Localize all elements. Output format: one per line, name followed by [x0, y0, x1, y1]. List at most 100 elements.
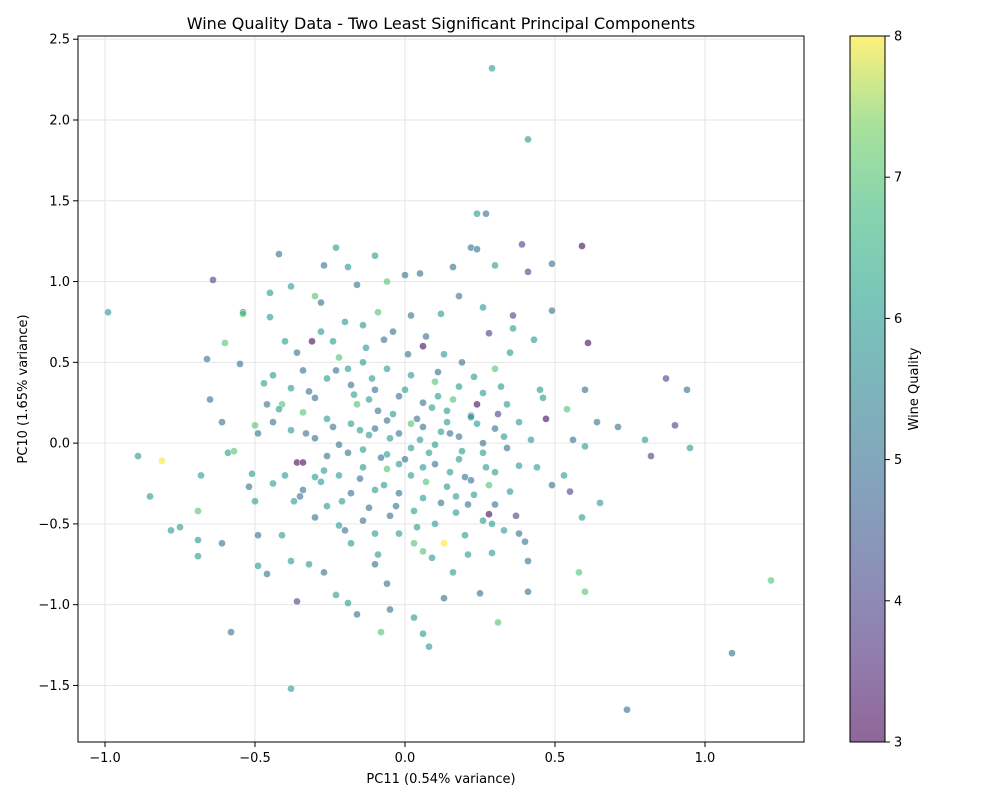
- data-point: [407, 311, 415, 320]
- data-point: [503, 444, 511, 452]
- data-point: [593, 418, 601, 426]
- data-point: [158, 457, 166, 465]
- colorbar-tick-label: 7: [894, 171, 902, 186]
- data-point: [596, 499, 604, 507]
- x-tick-label: −0.5: [239, 751, 271, 766]
- data-point: [323, 502, 331, 510]
- data-point: [728, 649, 736, 657]
- data-point: [419, 342, 427, 351]
- data-point: [335, 521, 343, 530]
- data-point: [407, 444, 415, 452]
- data-point: [320, 568, 328, 577]
- y-tick-label: 2.0: [49, 114, 70, 129]
- data-point: [269, 371, 277, 380]
- data-point: [287, 684, 295, 693]
- data-point: [515, 529, 523, 538]
- data-point: [203, 355, 211, 363]
- data-point: [389, 410, 397, 418]
- data-point: [290, 497, 298, 506]
- data-point: [194, 552, 202, 561]
- data-point: [419, 547, 427, 556]
- data-point: [461, 531, 469, 540]
- data-point: [299, 458, 307, 467]
- data-point: [401, 271, 409, 279]
- data-point: [515, 418, 523, 426]
- data-point: [485, 481, 493, 489]
- data-point: [239, 310, 247, 318]
- data-point: [419, 494, 427, 502]
- data-point: [269, 418, 277, 426]
- data-point: [194, 536, 202, 544]
- data-point: [446, 429, 454, 438]
- data-point: [299, 366, 307, 375]
- data-point: [479, 448, 487, 457]
- data-point: [485, 510, 493, 519]
- data-point: [230, 447, 238, 456]
- data-point: [641, 436, 649, 444]
- data-point: [485, 329, 493, 338]
- data-point: [254, 562, 262, 570]
- data-point: [311, 473, 319, 481]
- data-point: [683, 385, 691, 394]
- y-tick-label: 0.5: [49, 356, 70, 371]
- data-point: [401, 385, 409, 394]
- data-point: [461, 473, 469, 481]
- data-point: [449, 263, 457, 271]
- data-point: [581, 587, 589, 596]
- data-point: [395, 460, 403, 468]
- data-point: [134, 452, 142, 460]
- data-point: [305, 560, 313, 569]
- data-point: [362, 343, 370, 352]
- data-point: [341, 318, 349, 326]
- data-point: [248, 469, 256, 478]
- data-point: [452, 492, 460, 501]
- data-point: [407, 371, 415, 380]
- data-point: [548, 306, 556, 315]
- data-point: [302, 429, 310, 438]
- data-point: [671, 421, 679, 430]
- data-point: [500, 432, 508, 441]
- data-point: [443, 482, 451, 491]
- data-point: [221, 339, 229, 347]
- data-point: [419, 629, 427, 638]
- y-axis: −1.5 −1.0 −0.5 0.0 0.5 1.0 1.5 2.0 2.5: [38, 33, 78, 694]
- data-point: [542, 415, 550, 423]
- data-point: [269, 479, 277, 488]
- data-point: [470, 373, 478, 381]
- data-point: [374, 308, 382, 317]
- data-point: [443, 418, 451, 426]
- data-point: [494, 618, 502, 627]
- colorbar-label: Wine Quality: [907, 347, 922, 430]
- data-point: [287, 557, 295, 565]
- data-point: [443, 406, 451, 415]
- data-point: [524, 268, 532, 276]
- data-point: [497, 382, 505, 391]
- data-point: [320, 466, 328, 475]
- data-point: [392, 502, 400, 510]
- data-point: [509, 311, 517, 320]
- data-point: [371, 560, 379, 569]
- x-axis: −1.0 −0.5 0.0 0.5 1.0: [89, 742, 715, 766]
- data-point: [287, 384, 295, 393]
- data-point: [266, 289, 274, 297]
- data-point: [563, 405, 571, 414]
- colorbar-ticks: 3 4 5 6 7 8: [885, 30, 902, 751]
- data-point: [488, 520, 496, 528]
- data-point: [371, 385, 379, 394]
- data-point: [344, 448, 352, 457]
- x-tick-label: 0.0: [395, 751, 416, 766]
- data-point: [473, 419, 481, 428]
- y-tick-label: 1.0: [49, 275, 70, 290]
- data-point: [263, 570, 271, 578]
- data-point: [380, 335, 388, 344]
- data-point: [311, 292, 319, 300]
- data-point: [548, 481, 556, 489]
- data-point: [401, 455, 409, 464]
- data-point: [455, 382, 463, 391]
- data-point: [488, 549, 496, 557]
- data-point: [383, 465, 391, 473]
- data-point: [428, 553, 436, 562]
- data-point: [434, 368, 442, 376]
- data-point: [512, 511, 520, 520]
- data-point: [455, 432, 463, 441]
